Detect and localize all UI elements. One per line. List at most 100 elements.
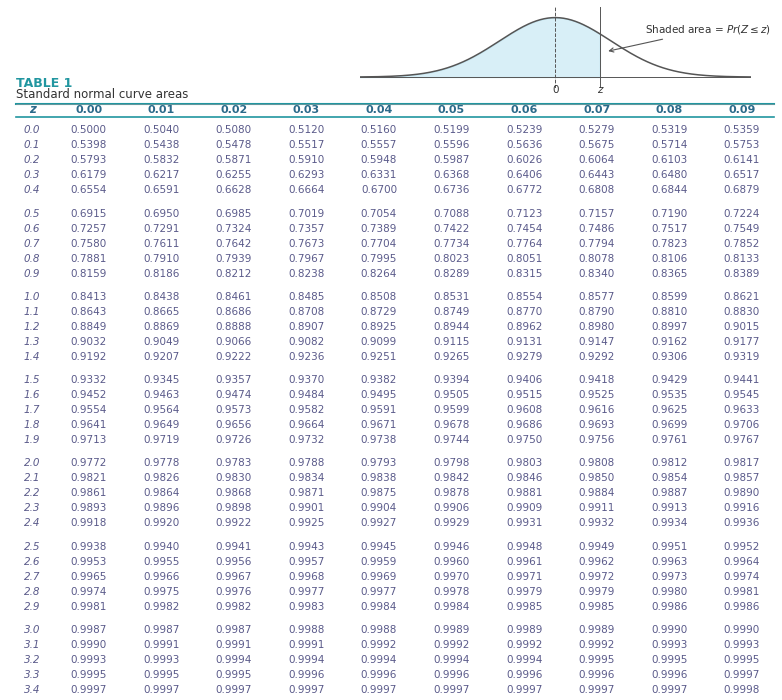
Text: Standard normal curve areas: Standard normal curve areas xyxy=(16,88,188,102)
Text: 0.9474: 0.9474 xyxy=(216,390,252,400)
Text: 0.6808: 0.6808 xyxy=(579,186,615,195)
Text: 0.6772: 0.6772 xyxy=(506,186,542,195)
Text: 0.9981: 0.9981 xyxy=(70,602,107,612)
Text: 0.9545: 0.9545 xyxy=(723,390,760,400)
Text: 0.7357: 0.7357 xyxy=(289,223,325,234)
Text: 0.6554: 0.6554 xyxy=(70,186,107,195)
Text: 0.9192: 0.9192 xyxy=(70,352,107,362)
Text: 0.9989: 0.9989 xyxy=(579,625,615,635)
Text: 0.9778: 0.9778 xyxy=(143,458,179,468)
Text: 2.9: 2.9 xyxy=(23,602,41,612)
Text: TABLE 1: TABLE 1 xyxy=(16,77,72,90)
Text: 0.9966: 0.9966 xyxy=(143,572,179,582)
Text: 0.02: 0.02 xyxy=(221,104,247,115)
Text: 0.8051: 0.8051 xyxy=(506,253,542,264)
Text: 0.5596: 0.5596 xyxy=(433,141,470,150)
Text: 0.9834: 0.9834 xyxy=(289,473,325,484)
Text: 0.8023: 0.8023 xyxy=(433,253,470,264)
Text: 0.9996: 0.9996 xyxy=(289,670,325,680)
Text: 1.5: 1.5 xyxy=(23,375,41,385)
Text: 0.9985: 0.9985 xyxy=(579,602,615,612)
Text: 0.9861: 0.9861 xyxy=(70,489,107,498)
Text: 0.6591: 0.6591 xyxy=(143,186,179,195)
Text: 0.9997: 0.9997 xyxy=(433,685,470,695)
Text: 0.9987: 0.9987 xyxy=(70,625,107,635)
Text: 0.9911: 0.9911 xyxy=(579,503,615,513)
Text: 0.9893: 0.9893 xyxy=(70,503,107,513)
Text: 0.9990: 0.9990 xyxy=(651,625,687,635)
Text: 0.8980: 0.8980 xyxy=(579,322,615,332)
Text: 0.9850: 0.9850 xyxy=(579,473,615,484)
Text: 0.9995: 0.9995 xyxy=(651,655,687,665)
Text: 0.9909: 0.9909 xyxy=(506,503,542,513)
Text: 0.9744: 0.9744 xyxy=(433,435,470,445)
Text: 0.9222: 0.9222 xyxy=(216,352,252,362)
Text: 0.9997: 0.9997 xyxy=(289,685,325,695)
Text: 0.5478: 0.5478 xyxy=(216,141,252,150)
Text: 0.8186: 0.8186 xyxy=(143,269,179,279)
Text: 0.8531: 0.8531 xyxy=(433,292,470,302)
Text: 0.8389: 0.8389 xyxy=(723,269,760,279)
Text: 0.9996: 0.9996 xyxy=(506,670,542,680)
Text: 0.9962: 0.9962 xyxy=(579,556,615,567)
Text: 0.9582: 0.9582 xyxy=(289,405,325,415)
Text: 0.9049: 0.9049 xyxy=(143,337,179,347)
Text: 0.9974: 0.9974 xyxy=(70,587,107,596)
Text: 0.9934: 0.9934 xyxy=(651,519,687,528)
Text: 0.9382: 0.9382 xyxy=(361,375,397,385)
Text: 1.2: 1.2 xyxy=(23,322,41,332)
Text: 0.9803: 0.9803 xyxy=(506,458,542,468)
Text: 0.5714: 0.5714 xyxy=(651,141,687,150)
Text: 0.01: 0.01 xyxy=(148,104,175,115)
Text: 0.7611: 0.7611 xyxy=(143,239,179,248)
Text: 0.8708: 0.8708 xyxy=(289,307,325,317)
Text: 0.6141: 0.6141 xyxy=(723,155,760,165)
Text: 3.4: 3.4 xyxy=(23,685,41,695)
Text: 0.9952: 0.9952 xyxy=(723,542,760,552)
Text: 2.5: 2.5 xyxy=(23,542,41,552)
Text: 0.6406: 0.6406 xyxy=(506,170,542,181)
Text: 0.7549: 0.7549 xyxy=(723,223,760,234)
Text: 0.9756: 0.9756 xyxy=(579,435,615,445)
Text: 0.9418: 0.9418 xyxy=(579,375,615,385)
Text: 0.6915: 0.6915 xyxy=(70,209,107,218)
Text: 0.9945: 0.9945 xyxy=(361,542,397,552)
Text: 0.9990: 0.9990 xyxy=(70,640,107,650)
Text: 0.9236: 0.9236 xyxy=(289,352,325,362)
Text: z: z xyxy=(29,103,35,116)
Text: 0.9986: 0.9986 xyxy=(723,602,760,612)
Text: 0.9978: 0.9978 xyxy=(433,587,470,596)
Text: 0.7673: 0.7673 xyxy=(289,239,325,248)
Text: 0.5000: 0.5000 xyxy=(70,125,106,135)
Text: 0.9693: 0.9693 xyxy=(579,420,615,430)
Text: 0.6480: 0.6480 xyxy=(651,170,687,181)
Text: 0.5080: 0.5080 xyxy=(216,125,252,135)
Text: 0.9988: 0.9988 xyxy=(289,625,325,635)
Text: 0.9982: 0.9982 xyxy=(143,602,179,612)
Text: 0.8485: 0.8485 xyxy=(289,292,325,302)
Text: 0.9995: 0.9995 xyxy=(70,670,107,680)
Text: 0.9998: 0.9998 xyxy=(723,685,760,695)
Text: 0.6517: 0.6517 xyxy=(723,170,760,181)
Text: 0.8508: 0.8508 xyxy=(361,292,397,302)
Text: 0.9573: 0.9573 xyxy=(216,405,252,415)
Text: 0.8888: 0.8888 xyxy=(216,322,252,332)
Text: 0.7190: 0.7190 xyxy=(651,209,687,218)
Text: 0.9979: 0.9979 xyxy=(506,587,542,596)
Text: 0.9970: 0.9970 xyxy=(433,572,470,582)
Text: 0.5040: 0.5040 xyxy=(143,125,179,135)
Text: 0.8238: 0.8238 xyxy=(289,269,325,279)
Text: 0.9406: 0.9406 xyxy=(506,375,542,385)
Text: 0.08: 0.08 xyxy=(655,104,683,115)
Text: 0.9332: 0.9332 xyxy=(70,375,107,385)
Text: 0.9927: 0.9927 xyxy=(361,519,397,528)
Text: 0.9995: 0.9995 xyxy=(143,670,179,680)
Text: 0.5120: 0.5120 xyxy=(289,125,325,135)
Text: 0.9997: 0.9997 xyxy=(70,685,107,695)
Text: 0.7088: 0.7088 xyxy=(433,209,470,218)
Text: 0.5753: 0.5753 xyxy=(723,141,760,150)
Text: 0.7939: 0.7939 xyxy=(216,253,252,264)
Text: 0.5948: 0.5948 xyxy=(361,155,397,165)
Text: 3.2: 3.2 xyxy=(23,655,41,665)
Text: 0.9251: 0.9251 xyxy=(361,352,397,362)
